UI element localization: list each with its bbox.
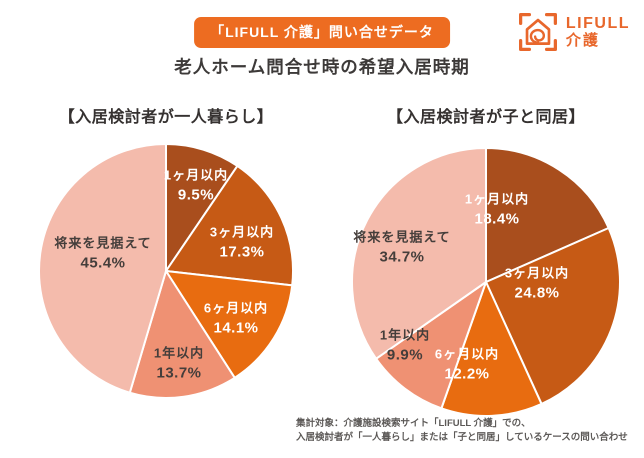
- page-title: 老人ホーム問合せ時の希望入居時期: [174, 57, 470, 77]
- logo-wordmark: LIFULL 介護: [566, 15, 630, 49]
- source-note-line1: 集計対象：介護施設検索サイト「LIFULL 介護」での、: [296, 418, 531, 429]
- pie-chart-living-with-children: 【入居検討者が子と同居】 1ヶ月以内 18.4% 3ヶ月以内 24.8% 6ヶ月以内 12…: [350, 103, 622, 418]
- slice-label-3: 6ヶ月以内 12.2%: [435, 344, 499, 383]
- chart-title-living-alone: 【入居検討者が一人暮らし】: [58, 109, 274, 126]
- slice-label-name: 3ヶ月以内: [209, 224, 275, 240]
- slice-label-name: 1ヶ月以内: [163, 167, 229, 183]
- house-frame-icon: [518, 13, 557, 51]
- slice-label-value: 24.8%: [514, 284, 560, 302]
- slice-label-2: 3ヶ月以内 24.8%: [505, 263, 569, 302]
- logo-sub-text: 介護: [565, 31, 600, 49]
- logo-brand-text: LIFULL: [565, 14, 630, 32]
- chart-title-living-with-children: 【入居検討者が子と同居】: [386, 109, 585, 126]
- pie-svg: [351, 147, 621, 417]
- pie-slice-5: [351, 147, 487, 360]
- header-badge: 「LIFULL 介護」問い合せデータ: [194, 17, 450, 48]
- slice-label-value: 18.4%: [474, 210, 520, 228]
- pie-slice-2: [165, 164, 294, 287]
- slice-label-value: 13.7%: [156, 364, 202, 382]
- pie-slice-4: [128, 270, 236, 399]
- lifull-kaigo-logo: LIFULL 介護: [517, 11, 630, 53]
- slice-label-value: 14.1%: [213, 319, 259, 337]
- pie-slice-1: [165, 143, 239, 272]
- pie-living-alone: 1ヶ月以内 9.5% 3ヶ月以内 17.3% 6ヶ月以内 14.1% 1年以内 13.7% 将来…: [37, 142, 295, 400]
- slice-label-1: 1ヶ月以内 18.4%: [465, 189, 529, 228]
- slice-label-value: 12.2%: [444, 365, 490, 383]
- slice-label-value: 45.4%: [80, 254, 126, 272]
- slice-label-name: 1年以内: [153, 345, 205, 361]
- pie-slice-3: [440, 281, 543, 417]
- slice-label-value: 34.7%: [379, 248, 425, 266]
- slice-label-name: 将来を見据えて: [353, 229, 451, 245]
- pie-svg: [38, 143, 294, 399]
- pie-slice-3: [165, 270, 294, 379]
- slice-label-4: 1年以内 9.9%: [380, 325, 430, 364]
- slice-label-name: 6ヶ月以内: [434, 346, 500, 362]
- slice-label-2: 3ヶ月以内 17.3%: [210, 222, 274, 261]
- slice-label-value: 9.5%: [177, 186, 215, 204]
- slice-label-name: 1ヶ月以内: [464, 191, 530, 207]
- pie-slice-2: [485, 227, 621, 405]
- pie-slice-5: [38, 143, 167, 394]
- pie-slice-4: [375, 281, 487, 410]
- slice-label-4: 1年以内 13.7%: [154, 343, 204, 382]
- slice-label-1: 1ヶ月以内 9.5%: [164, 165, 228, 204]
- slice-label-value: 9.9%: [386, 346, 424, 364]
- slice-label-5: 将来を見据えて 34.7%: [353, 227, 450, 266]
- pie-living-with-children: 1ヶ月以内 18.4% 3ヶ月以内 24.8% 6ヶ月以内 12.2% 1年以内 9.9% 将来…: [350, 146, 622, 418]
- slice-label-value: 17.3%: [219, 243, 265, 261]
- slice-label-name: 1年以内: [379, 327, 431, 343]
- source-note-line2: 入居検討者が「一人暮らし」または「子と同居」しているケースの問い合わせ: [296, 432, 628, 444]
- slice-label-name: 3ヶ月以内: [504, 265, 570, 281]
- slice-label-3: 6ヶ月以内 14.1%: [204, 298, 268, 337]
- slice-label-name: 将来を見据えて: [54, 235, 152, 251]
- source-note: 集計対象：介護施設検索サイト「LIFULL 介護」での、 入居検討者が「一人暮ら…: [296, 417, 628, 446]
- slice-label-name: 6ヶ月以内: [203, 300, 269, 316]
- slice-label-5: 将来を見据えて 45.4%: [54, 233, 151, 272]
- pie-chart-living-alone: 【入居検討者が一人暮らし】 1ヶ月以内 9.5% 3ヶ月以内 17.3% 6ヶ月以内 14…: [37, 103, 295, 400]
- pie-slice-1: [485, 147, 610, 283]
